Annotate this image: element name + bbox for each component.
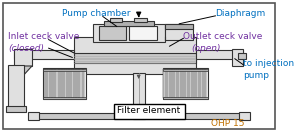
Bar <box>47 69 50 98</box>
Text: Outlet ceck valve: Outlet ceck valve <box>183 32 263 41</box>
Bar <box>74 37 196 74</box>
Bar <box>171 69 173 98</box>
Text: Diaphragm: Diaphragm <box>215 9 266 18</box>
Bar <box>239 112 250 120</box>
Bar <box>204 69 206 98</box>
Bar <box>64 69 67 98</box>
Bar <box>68 69 70 98</box>
Bar <box>93 24 165 42</box>
Bar <box>51 69 53 98</box>
Text: pump: pump <box>243 71 269 80</box>
Bar <box>232 49 243 66</box>
Bar <box>58 69 60 98</box>
Bar <box>238 53 246 59</box>
Bar <box>104 21 154 26</box>
Bar <box>33 113 244 119</box>
Bar <box>164 69 166 98</box>
Text: (closed): (closed) <box>8 44 44 53</box>
Bar <box>163 97 208 99</box>
Polygon shape <box>14 66 32 86</box>
Bar <box>185 69 188 98</box>
Bar <box>163 69 208 71</box>
Bar <box>193 69 195 98</box>
Bar <box>133 73 145 119</box>
Bar <box>110 18 122 22</box>
Bar <box>200 69 203 98</box>
Bar <box>174 69 177 98</box>
Bar <box>78 69 80 98</box>
Bar <box>178 69 181 98</box>
Bar <box>196 50 243 59</box>
Bar <box>129 26 157 40</box>
Bar <box>71 69 74 98</box>
Bar <box>6 106 26 112</box>
Bar <box>54 69 56 98</box>
Bar <box>99 26 127 40</box>
Bar <box>44 69 46 98</box>
Bar <box>75 69 77 98</box>
Text: Pump chamber: Pump chamber <box>61 9 130 18</box>
Bar <box>134 18 147 22</box>
Bar <box>43 68 86 99</box>
Bar <box>61 69 63 98</box>
Bar <box>82 69 84 98</box>
Text: (open): (open) <box>192 44 221 53</box>
Bar <box>43 97 86 99</box>
Bar <box>14 50 74 59</box>
Bar <box>182 69 184 98</box>
Bar <box>165 24 193 29</box>
Bar <box>163 68 208 99</box>
Bar <box>165 24 193 40</box>
Bar <box>43 69 86 71</box>
Bar <box>74 53 196 63</box>
Bar <box>14 49 32 66</box>
Text: Filter element: Filter element <box>117 106 180 115</box>
Text: to injection: to injection <box>243 59 294 68</box>
Bar <box>189 69 191 98</box>
Text: OHP 15: OHP 15 <box>211 119 245 128</box>
Bar <box>167 69 170 98</box>
Bar <box>196 69 199 98</box>
Bar <box>8 65 24 108</box>
Text: Inlet ceck valve: Inlet ceck valve <box>8 32 80 41</box>
Bar <box>114 104 185 119</box>
Bar <box>28 112 39 120</box>
